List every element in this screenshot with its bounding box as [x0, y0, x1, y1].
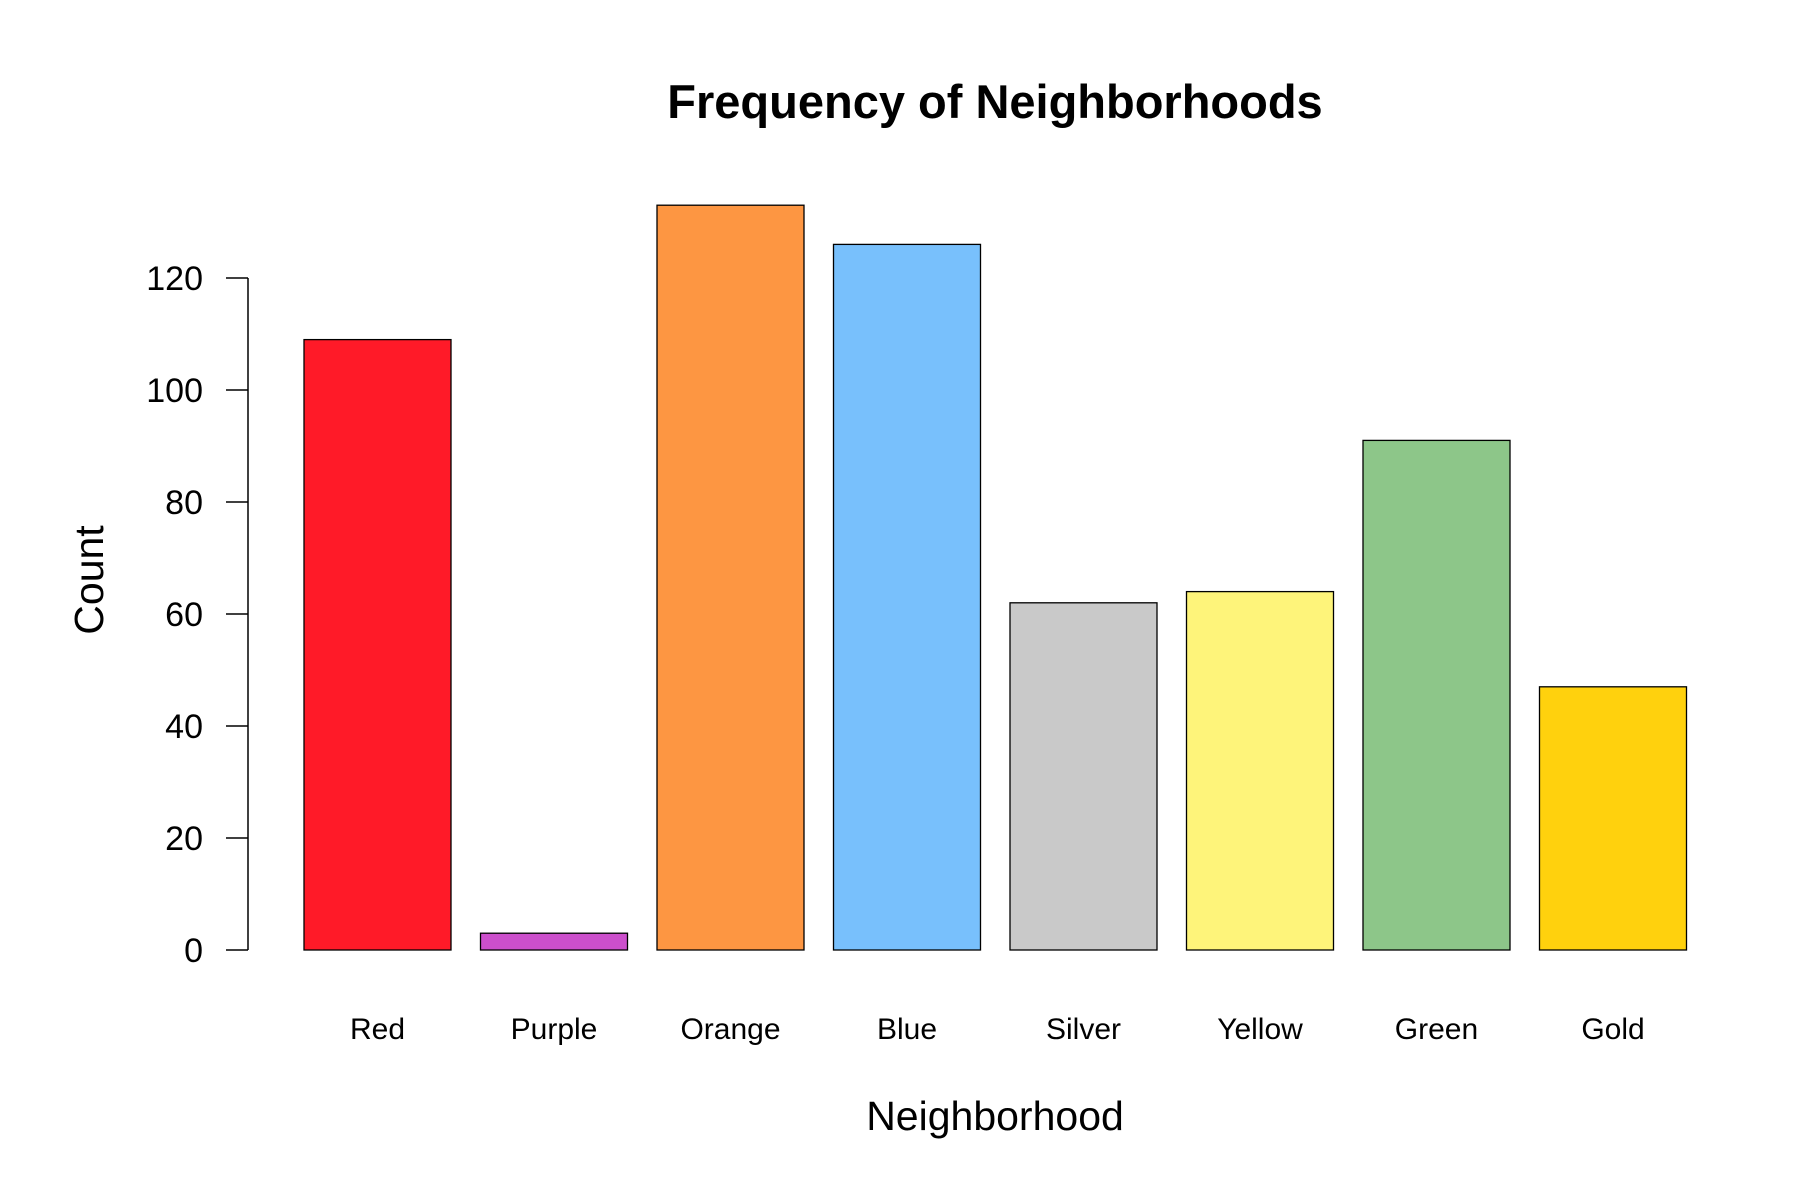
y-tick-label: 20 — [165, 820, 203, 858]
y-axis: 0 20 40 60 80 100 120 — [146, 260, 249, 970]
y-tick-label: 80 — [165, 484, 203, 522]
x-category-label-green: Green — [1395, 1013, 1478, 1046]
x-category-label-yellow: Yellow — [1217, 1013, 1303, 1046]
y-tick-label: 120 — [146, 260, 203, 298]
bar-yellow — [1185, 590, 1335, 951]
bar-green — [1362, 439, 1511, 951]
y-axis-label: Count — [66, 525, 112, 635]
y-tick-label: 100 — [146, 372, 203, 410]
x-category-label-silver: Silver — [1046, 1013, 1121, 1046]
bars — [303, 204, 1688, 951]
x-category-label-gold: Gold — [1581, 1013, 1644, 1046]
x-axis-label: Neighborhood — [866, 1093, 1124, 1139]
y-tick-label: 0 — [184, 932, 203, 970]
y-tick-label: 60 — [165, 596, 203, 634]
x-axis-category-labels: Red Purple Orange Blue Silver Yellow Green Gold — [350, 1013, 1645, 1046]
x-category-label-red: Red — [350, 1013, 405, 1046]
y-tick-label: 40 — [165, 708, 203, 746]
bar-silver — [1009, 602, 1158, 951]
bar-blue — [832, 243, 982, 951]
bar-orange — [656, 204, 805, 951]
x-category-label-purple: Purple — [511, 1013, 598, 1046]
bar-purple — [479, 932, 629, 951]
bar-red — [303, 338, 452, 951]
chart-title: Frequency of Neighborhoods — [667, 75, 1322, 128]
x-category-label-orange: Orange — [680, 1013, 780, 1046]
bar-gold — [1538, 686, 1688, 951]
x-category-label-blue: Blue — [877, 1013, 937, 1046]
